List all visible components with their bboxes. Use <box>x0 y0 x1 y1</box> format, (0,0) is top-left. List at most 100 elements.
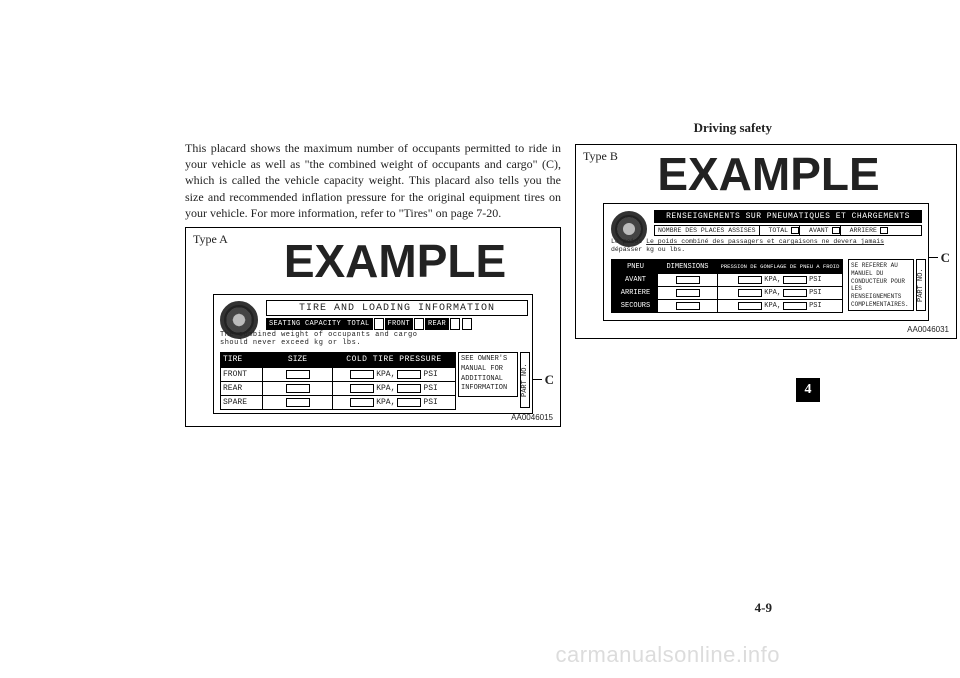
kpa-label: KPA, <box>376 398 395 407</box>
poids-text: Le poids Le poids combiné des passagers … <box>611 238 921 254</box>
kpa-label: KPA, <box>376 384 395 393</box>
left-column: This placard shows the maximum number of… <box>185 140 561 427</box>
kpa-label: KPA, <box>764 302 781 310</box>
row-label: FRONT <box>221 368 263 381</box>
hdr-pressure: COLD TIRE PRESSURE <box>333 353 455 367</box>
combined-line2: should never exceed kg or lbs. <box>220 340 526 348</box>
grid-header-row: PNEU DIMENSIONS PRESSION DE GONFLAGE DE … <box>612 260 842 273</box>
c-label-b: C <box>941 250 950 266</box>
kpa-label: KPA, <box>764 289 781 297</box>
rear-box <box>880 227 888 234</box>
psi-label: PSI <box>423 370 437 379</box>
row-label: REAR <box>221 382 263 395</box>
grid-header-row: TIRE SIZE COLD TIRE PRESSURE <box>221 353 455 367</box>
seating-front: FRONT <box>385 318 414 330</box>
tire-grid-b: PNEU DIMENSIONS PRESSION DE GONFLAGE DE … <box>611 259 843 313</box>
tire-grid-a: TIRE SIZE COLD TIRE PRESSURE FRONT KPA, P… <box>220 352 456 410</box>
size-box <box>286 370 310 379</box>
kpa-box <box>350 398 374 407</box>
part-no-b: PART NO. <box>916 259 926 311</box>
places-label: NOMBRE DES PLACES ASSISES <box>655 227 759 234</box>
kpa-box <box>738 289 762 297</box>
combined-weight-text: The combined weight of occupants and car… <box>220 332 526 347</box>
seating-capacity-row: SEATING CAPACITY TOTAL FRONT REAR <box>266 318 528 330</box>
image-code-b: AA0046031 <box>907 325 949 334</box>
row-label: SPARE <box>221 396 263 409</box>
total-box <box>791 227 799 234</box>
psi-label: PSI <box>809 302 822 310</box>
label-panel-a: TIRE AND LOADING INFORMATION SEATING CAP… <box>213 294 533 414</box>
total-box <box>374 318 384 330</box>
psi-label: PSI <box>423 384 437 393</box>
psi-box <box>397 384 421 393</box>
table-row: AVANT KPA, PSI <box>612 273 842 286</box>
size-box <box>286 398 310 407</box>
label-panel-b: RENSEIGNEMENTS SUR PNEUMATIQUES ET CHARG… <box>603 203 929 321</box>
poids-line2: dépasser kg ou lbs. <box>611 246 921 254</box>
right-column: Type B EXAMPLE RENSEIGNEMENTS SUR PNEUMA… <box>575 140 957 339</box>
page: Driving safety This placard shows the ma… <box>0 0 960 678</box>
page-number: 4-9 <box>755 600 772 616</box>
chapter-tab: 4 <box>796 378 820 402</box>
c-label-a: C <box>545 372 554 388</box>
dim-box <box>676 276 700 284</box>
kpa-box <box>350 384 374 393</box>
panel-a-title: TIRE AND LOADING INFORMATION <box>266 300 528 316</box>
psi-box <box>397 370 421 379</box>
conductor-note: SE REFERER AU MANUEL DU CONDUCTEUR POUR … <box>848 259 914 311</box>
psi-box <box>783 276 807 284</box>
psi-label: PSI <box>809 276 822 284</box>
psi-box <box>783 289 807 297</box>
hdr-tire: TIRE <box>221 353 263 367</box>
dim-box <box>676 289 700 297</box>
kpa-box <box>738 276 762 284</box>
places-row: NOMBRE DES PLACES ASSISES TOTAL AVANT AR… <box>654 225 922 236</box>
example-text-b: EXAMPLE <box>581 147 956 201</box>
seating-rear: REAR <box>425 318 449 330</box>
row-label: AVANT <box>612 274 658 286</box>
places-total: TOTAL <box>766 227 792 234</box>
owners-manual-note: SEE OWNER'S MANUAL FOR ADDITIONAL INFORM… <box>458 352 518 397</box>
image-code-a: AA0046015 <box>511 413 553 422</box>
watermark: carmanualsonline.info <box>555 642 780 668</box>
front-box <box>832 227 840 234</box>
dim-box <box>676 302 700 310</box>
table-row: FRONT KPA, PSI <box>221 367 455 381</box>
poids-line1: Le poids Le poids combiné des passagers … <box>611 238 921 246</box>
extra-box <box>462 318 472 330</box>
psi-box <box>783 302 807 310</box>
hdr-dim: DIMENSIONS <box>658 260 718 273</box>
psi-box <box>397 398 421 407</box>
panel-b-title: RENSEIGNEMENTS SUR PNEUMATIQUES ET CHARG… <box>654 210 922 223</box>
hdr-size: SIZE <box>263 353 333 367</box>
kpa-label: KPA, <box>764 276 781 284</box>
seating-total: TOTAL <box>344 318 373 330</box>
table-row: SECOURS KPA, PSI <box>612 299 842 312</box>
poids-underline: Le poids combiné des passagers et cargai… <box>646 238 884 245</box>
kpa-label: KPA, <box>376 370 395 379</box>
c-leader-line <box>928 257 938 258</box>
placard-type-b: Type B EXAMPLE RENSEIGNEMENTS SUR PNEUMA… <box>575 144 957 339</box>
c-leader-line <box>532 379 542 380</box>
section-title: Driving safety <box>694 120 772 136</box>
example-text-a: EXAMPLE <box>230 234 560 288</box>
psi-label: PSI <box>809 289 822 297</box>
places-rear: ARRIERE <box>847 227 880 234</box>
table-row: ARRIERE KPA, PSI <box>612 286 842 299</box>
size-box <box>286 384 310 393</box>
hdr-pression: PRESSION DE GONFLAGE DE PNEU A FROID <box>718 260 842 273</box>
table-row: SPARE KPA,PSI <box>221 395 455 409</box>
kpa-box <box>738 302 762 310</box>
rear-box <box>450 318 460 330</box>
front-box <box>414 318 424 330</box>
row-label: ARRIERE <box>612 287 658 299</box>
seating-label: SEATING CAPACITY <box>266 318 344 330</box>
places-front: AVANT <box>806 227 832 234</box>
type-a-label: Type A <box>193 232 228 247</box>
body-paragraph: This placard shows the maximum number of… <box>185 140 561 221</box>
table-row: REAR KPA, PSI <box>221 381 455 395</box>
placard-type-a: Type A EXAMPLE TIRE AND LOADING INFORMAT… <box>185 227 561 427</box>
part-no-a: PART NO. <box>520 352 530 408</box>
hdr-pneu: PNEU <box>612 260 658 273</box>
row-label: SECOURS <box>612 300 658 312</box>
